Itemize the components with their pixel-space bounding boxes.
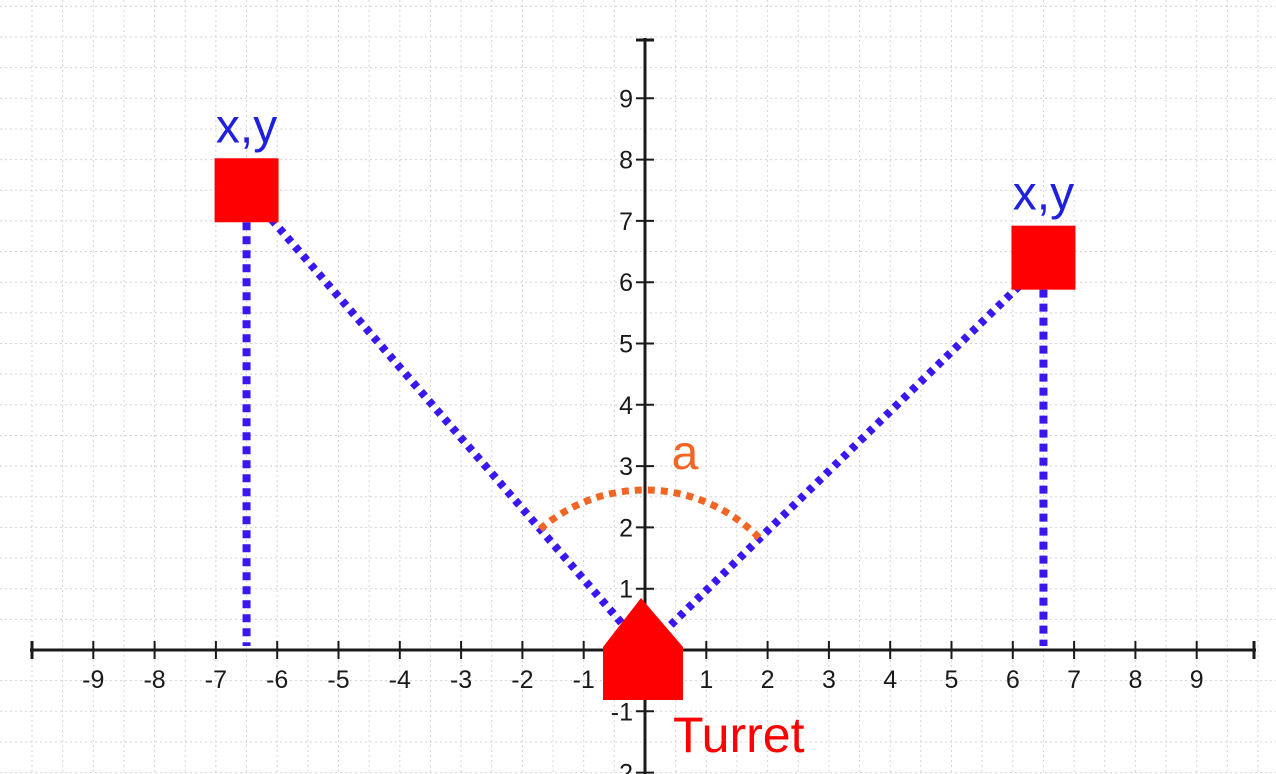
x-tick-label: 4: [883, 666, 897, 694]
x-tick-label: -6: [266, 666, 288, 694]
x-tick-label: 5: [945, 666, 959, 694]
y-tick-label: -2: [611, 760, 633, 774]
target-label-2: x,y: [1013, 168, 1074, 221]
x-tick-label: -3: [450, 666, 472, 694]
target-line-2: [642, 282, 1023, 653]
y-tick-label: -1: [611, 698, 633, 726]
x-tick-label: -2: [511, 666, 533, 694]
y-tick-label: 2: [619, 514, 633, 542]
y-tick-label: 9: [619, 85, 633, 113]
target-label-1: x,y: [216, 100, 277, 153]
turret-icon: [603, 598, 683, 700]
x-tick-label: -5: [327, 666, 349, 694]
x-tick-label: -9: [82, 666, 104, 694]
x-tick-label: -4: [389, 666, 411, 694]
y-tick-label: 6: [619, 269, 633, 297]
y-tick-label: 5: [619, 331, 633, 359]
x-tick-label: 3: [822, 666, 836, 694]
target-marker-1: [214, 158, 279, 223]
targets: x,y x,y: [214, 100, 1076, 290]
y-tick-label: 7: [619, 208, 633, 236]
x-tick-label: 2: [761, 666, 775, 694]
x-tick-label: -7: [205, 666, 227, 694]
target-lines: [242, 215, 1048, 653]
x-tick-label: -8: [143, 666, 165, 694]
target-marker-2: [1011, 225, 1076, 290]
y-tick-label: 1: [619, 576, 633, 604]
turret-label: Turret: [673, 707, 805, 763]
y-tick-label: 8: [619, 147, 633, 175]
x-tick-label: 9: [1190, 666, 1204, 694]
x-tick-label: 8: [1128, 666, 1142, 694]
x-tick-label: -1: [573, 666, 595, 694]
y-axis-ticks: 9 8 7 6 5 4 3 2 1 -1 -2: [611, 38, 654, 774]
y-tick-label: 3: [619, 453, 633, 481]
angle-label: a: [672, 427, 699, 480]
y-tick-label: 4: [619, 392, 633, 420]
target-line-1: [267, 215, 649, 653]
angle-arc: [537, 486, 762, 541]
x-axis-ticks: -9 -8 -7 -6 -5 -4 -3 -2 -1 1 2 3 4 5 6 7 8 9: [30, 641, 1256, 694]
x-tick-label: 6: [1006, 666, 1020, 694]
x-tick-label: 7: [1067, 666, 1081, 694]
x-tick-label: 1: [699, 666, 713, 694]
